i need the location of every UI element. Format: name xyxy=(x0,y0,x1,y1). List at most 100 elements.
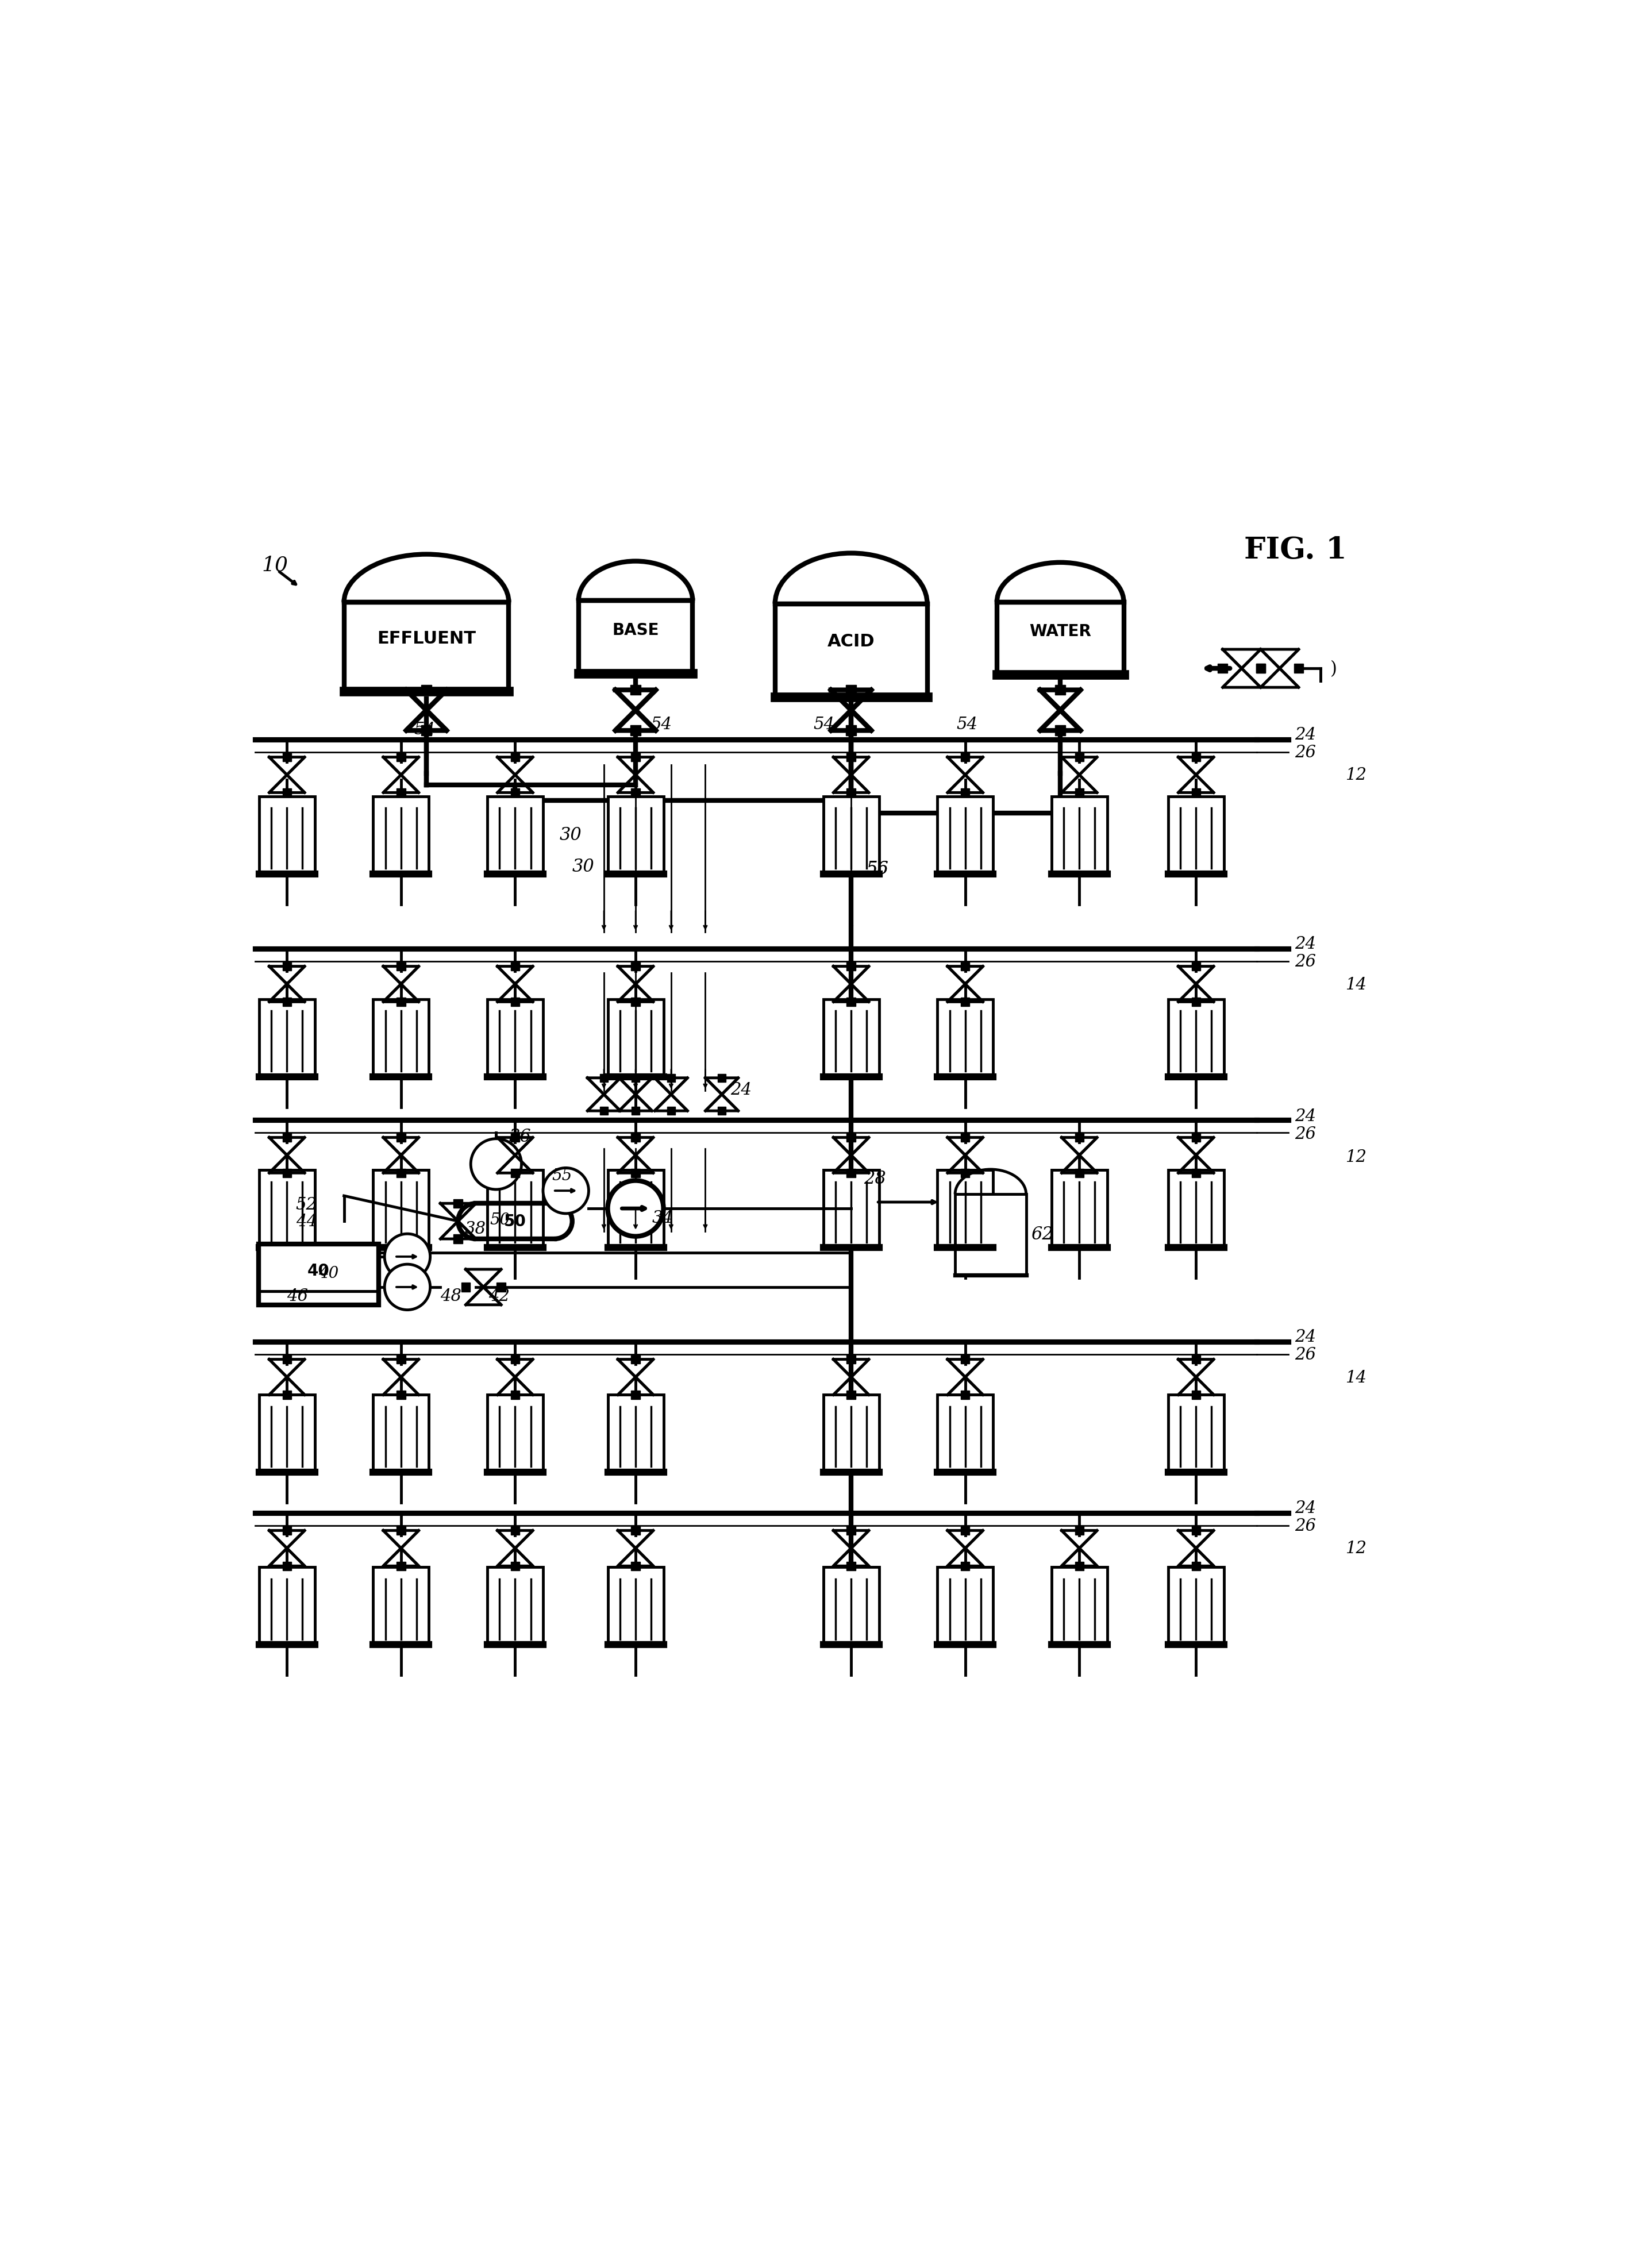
Text: 26: 26 xyxy=(1296,1125,1315,1143)
Text: 26: 26 xyxy=(1296,1347,1315,1363)
Bar xyxy=(1256,665,1265,674)
Bar xyxy=(1052,1567,1108,1644)
Bar xyxy=(453,1200,463,1209)
Bar xyxy=(283,962,291,971)
Bar xyxy=(1075,1526,1083,1535)
Bar xyxy=(283,1526,291,1535)
Bar xyxy=(718,1075,726,1082)
Text: 26: 26 xyxy=(1296,1517,1315,1533)
Bar xyxy=(937,796,993,873)
Bar xyxy=(422,726,432,735)
Bar xyxy=(1191,1134,1201,1143)
Bar xyxy=(1052,1170,1108,1247)
Bar xyxy=(847,1563,856,1572)
Bar xyxy=(607,796,664,873)
Bar xyxy=(607,1170,664,1247)
Bar xyxy=(960,1354,970,1363)
Text: FIG. 1: FIG. 1 xyxy=(1245,535,1346,565)
Text: ACID: ACID xyxy=(828,633,875,649)
Text: 12: 12 xyxy=(1346,1540,1366,1556)
Text: 56: 56 xyxy=(867,860,888,878)
Bar xyxy=(373,1567,429,1644)
Bar xyxy=(631,1526,640,1535)
Bar xyxy=(422,685,432,696)
Bar xyxy=(283,1390,291,1399)
Bar xyxy=(630,726,641,735)
Circle shape xyxy=(471,1139,522,1191)
Text: 24: 24 xyxy=(1296,937,1315,953)
Bar xyxy=(960,753,970,762)
Text: 40: 40 xyxy=(308,1263,330,1279)
Bar xyxy=(1191,1354,1201,1363)
Text: 42: 42 xyxy=(489,1288,510,1304)
Bar xyxy=(396,962,406,971)
Bar xyxy=(937,1567,993,1644)
Bar xyxy=(846,726,856,735)
Text: 54: 54 xyxy=(813,717,834,733)
Bar xyxy=(846,685,856,696)
Bar xyxy=(823,1170,879,1247)
Text: 62: 62 xyxy=(1031,1225,1054,1243)
Bar xyxy=(960,962,970,971)
Bar xyxy=(579,601,692,674)
Bar xyxy=(960,789,970,798)
Bar xyxy=(283,753,291,762)
Bar xyxy=(1294,665,1304,674)
Bar xyxy=(488,1000,543,1077)
Text: 28: 28 xyxy=(864,1170,887,1186)
Bar xyxy=(631,1354,640,1363)
Bar xyxy=(631,789,640,798)
Text: 14: 14 xyxy=(1346,1370,1366,1386)
Circle shape xyxy=(384,1234,430,1279)
Bar xyxy=(1075,789,1083,798)
Text: 30: 30 xyxy=(573,857,594,875)
Text: 54: 54 xyxy=(651,717,672,733)
Text: 40: 40 xyxy=(319,1266,339,1281)
Bar xyxy=(1075,1168,1083,1177)
Bar xyxy=(1191,998,1201,1007)
Bar xyxy=(631,1107,640,1116)
Text: 56: 56 xyxy=(867,860,888,878)
Bar xyxy=(396,998,406,1007)
Bar xyxy=(488,1170,543,1247)
Bar xyxy=(718,1107,726,1116)
Bar xyxy=(373,1000,429,1077)
Bar xyxy=(631,753,640,762)
Bar xyxy=(600,1107,609,1116)
Bar xyxy=(1075,1134,1083,1143)
Bar xyxy=(955,1195,1026,1275)
Text: 34: 34 xyxy=(653,1209,674,1225)
Text: 24: 24 xyxy=(1296,1109,1315,1125)
Text: 55: 55 xyxy=(551,1168,573,1184)
Bar xyxy=(1191,789,1201,798)
Bar xyxy=(396,1563,406,1572)
Bar xyxy=(600,1075,609,1082)
Bar xyxy=(960,998,970,1007)
Text: 24: 24 xyxy=(1296,1329,1315,1345)
Bar xyxy=(960,1168,970,1177)
Text: 24: 24 xyxy=(1296,726,1315,742)
Bar xyxy=(847,789,856,798)
Text: ): ) xyxy=(1330,660,1337,678)
Bar xyxy=(1168,796,1224,873)
Bar xyxy=(1075,753,1083,762)
Bar xyxy=(823,1000,879,1077)
Bar xyxy=(488,796,543,873)
Bar xyxy=(373,1395,429,1472)
Bar xyxy=(960,1390,970,1399)
Bar xyxy=(1168,1567,1224,1644)
Text: 44: 44 xyxy=(296,1213,317,1229)
Bar xyxy=(1191,753,1201,762)
Bar xyxy=(775,603,928,696)
Bar xyxy=(1168,1000,1224,1077)
Bar xyxy=(510,1168,520,1177)
Bar xyxy=(1191,1563,1201,1572)
Text: 52: 52 xyxy=(296,1198,317,1213)
Bar xyxy=(510,1354,520,1363)
Bar xyxy=(631,1390,640,1399)
Bar xyxy=(823,796,879,873)
Bar xyxy=(283,1563,291,1572)
Bar xyxy=(847,1168,856,1177)
Bar xyxy=(937,1395,993,1472)
Bar xyxy=(847,1134,856,1143)
